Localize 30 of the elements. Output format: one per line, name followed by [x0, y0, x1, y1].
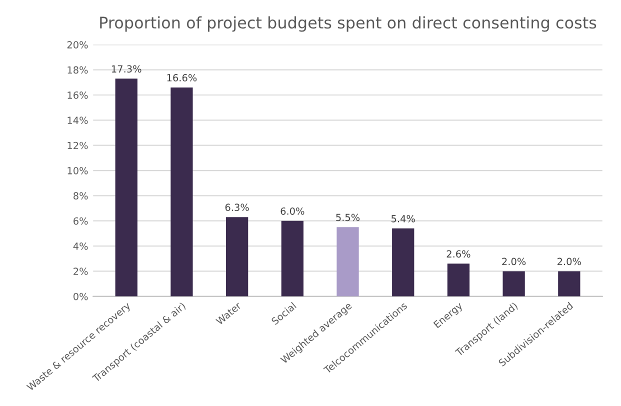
- y-tick-label: 8%: [74, 192, 88, 200]
- y-tick-label: 14%: [68, 116, 88, 124]
- y-tick-label: 6%: [74, 217, 88, 225]
- bar: [502, 271, 525, 296]
- bar: [226, 217, 248, 296]
- chart-title: Proportion of project budgets spent on direct consenting costs: [100, 16, 596, 32]
- data-label: 2.0%: [558, 258, 581, 266]
- y-tick-label: 18%: [68, 66, 88, 74]
- y-tick-label: 0%: [74, 292, 88, 300]
- y-tick-label: 16%: [68, 91, 88, 99]
- data-label: 2.0%: [502, 258, 526, 266]
- data-label: 2.6%: [446, 250, 470, 258]
- data-label: 16.6%: [167, 74, 197, 82]
- y-tick-label: 10%: [68, 167, 88, 174]
- data-label: 17.3%: [112, 65, 142, 73]
- data-label: 5.4%: [392, 215, 415, 222]
- bar: [447, 264, 470, 296]
- bar: [336, 227, 359, 296]
- y-tick-label: 4%: [73, 242, 88, 250]
- data-label: 5.5%: [336, 214, 360, 222]
- data-label: 6.0%: [280, 207, 304, 215]
- bar: [281, 220, 304, 296]
- bar: [392, 228, 414, 296]
- y-tick-label: 12%: [68, 142, 88, 150]
- data-label: 6.3%: [225, 204, 249, 212]
- bar: [558, 271, 580, 296]
- y-tick-label: 20%: [67, 41, 88, 48]
- bar: [115, 78, 138, 296]
- y-tick-label: 2%: [74, 268, 88, 276]
- bar: [170, 87, 193, 296]
